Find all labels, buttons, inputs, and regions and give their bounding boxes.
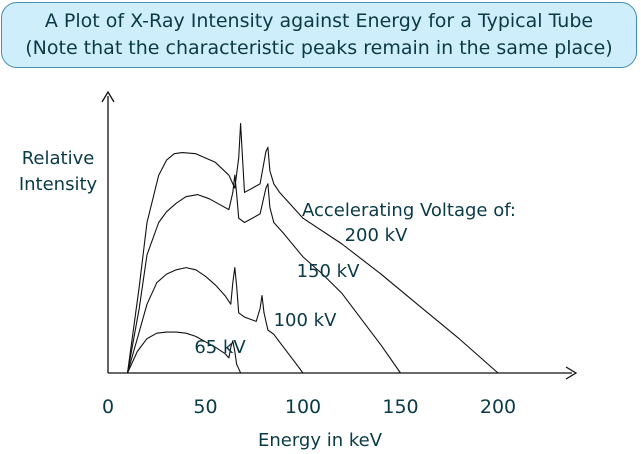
legend-heading: Accelerating Voltage of: [302, 200, 516, 221]
series-label-65-kv: 65 kV [194, 337, 246, 358]
y-axis-arrow [101, 90, 115, 103]
series-label-150-kv: 150 kV [297, 261, 361, 282]
x-tick-label: 100 [285, 396, 321, 418]
chart-title: A Plot of X-Ray Intensity against Energy… [44, 10, 594, 32]
chart-title-box: A Plot of X-Ray Intensity against Energy… [1, 2, 637, 68]
chart-subtitle: (Note that the characteristic peaks rema… [25, 37, 613, 59]
y-axis-label-line1: Relative [22, 148, 95, 169]
y-axis-label-line2: Intensity [19, 174, 98, 195]
x-axis-arrow [565, 366, 578, 380]
series-label-100-kv: 100 kV [274, 310, 338, 331]
x-tick-label: 0 [102, 396, 114, 418]
x-axis-label: Energy in keV [258, 430, 383, 451]
x-tick-label: 200 [480, 396, 516, 418]
chart-labels: Relative Intensity Energy in keV Accelerati… [19, 148, 516, 451]
series-line-150-kv [126, 174, 401, 374]
spectrum-curves [126, 123, 499, 374]
x-tick-label: 50 [193, 396, 217, 418]
series-line-65-kv [126, 331, 242, 374]
axes: 0 50 100 150 200 [101, 90, 578, 418]
series-line-200-kv [126, 123, 499, 374]
series-line-100-kv [126, 267, 304, 374]
series-label-200-kv: 200 kV [345, 225, 409, 246]
x-tick-label: 150 [382, 396, 418, 418]
